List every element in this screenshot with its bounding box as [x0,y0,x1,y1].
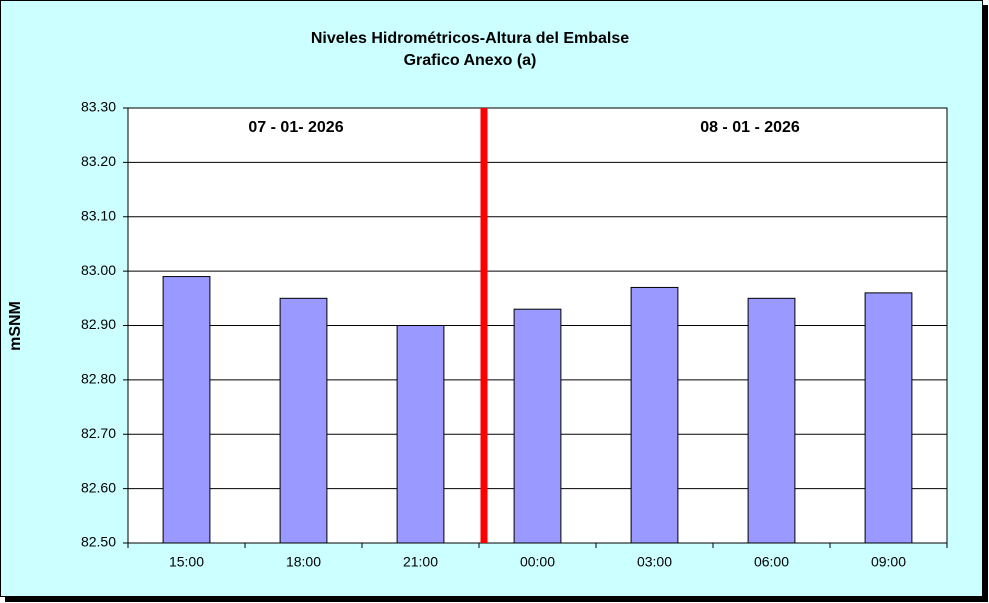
annotation: 08 - 01 - 2026 [700,119,800,136]
y-tick-label: 82.70 [81,425,116,441]
x-tick-label: 18:00 [286,554,321,570]
plot: 82.50 82.60 82.70 82.80 82.90 83.00 83.10 83.20… [81,99,948,570]
chart-subtitle: Grafico Anexo (a) [404,52,537,69]
y-tick-label: 83.20 [81,153,116,169]
x-tick-label: 15:00 [169,554,204,570]
y-axis-label: mSNM [7,301,24,351]
y-tick-label: 82.80 [81,371,116,387]
y-tick-label: 82.60 [81,479,116,495]
bar [513,308,562,544]
x-tick-label: 03:00 [637,554,672,570]
y-tick-label: 83.00 [81,262,116,278]
x-tick-label: 00:00 [520,554,555,570]
x-tick-label: 06:00 [754,554,789,570]
annotation: 07 - 01- 2026 [248,119,343,136]
bar [162,276,211,544]
bar [747,297,796,544]
y-tick-label: 83.30 [81,99,116,115]
y-tick-label: 82.50 [81,534,116,550]
y-tick-label: 82.90 [81,316,116,332]
bar [864,292,913,544]
bar [630,286,679,544]
x-tick-label: 21:00 [403,554,438,570]
bar [279,297,328,544]
bar [396,325,445,544]
chart-title: Niveles Hidrométricos-Altura del Embalse [311,30,629,47]
x-tick-label: 09:00 [871,554,906,570]
y-tick-label: 83.10 [81,207,116,223]
